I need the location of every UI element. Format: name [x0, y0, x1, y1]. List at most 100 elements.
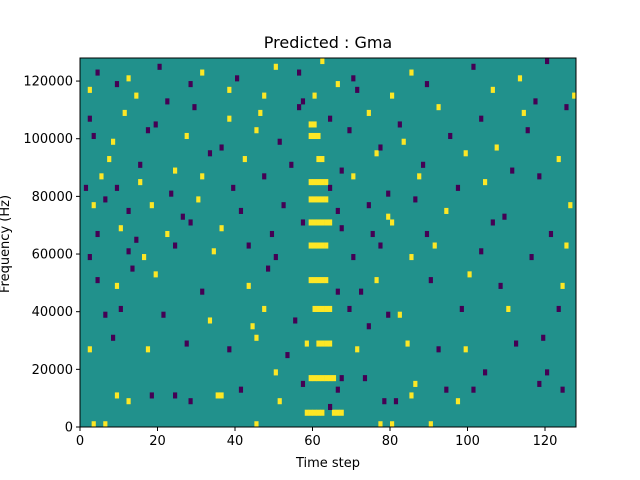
heatmap-cell	[324, 196, 329, 203]
heatmap-cell	[545, 58, 550, 65]
heatmap-cell	[126, 398, 131, 405]
heatmap-cell	[320, 156, 325, 163]
heatmap-cell	[316, 132, 321, 140]
heatmap-cell	[312, 242, 317, 249]
heatmap-cell	[417, 173, 422, 180]
heatmap-cell	[165, 98, 170, 105]
heatmap-cell	[308, 375, 313, 382]
heatmap-cell	[114, 282, 120, 289]
y-tick-label: 0	[65, 421, 73, 436]
heatmap-cell	[436, 346, 441, 353]
heatmap-cell	[246, 242, 251, 249]
heatmap-cell	[138, 179, 143, 186]
heatmap-cell	[463, 150, 468, 157]
heatmap-cell	[297, 69, 302, 76]
heatmap-cell	[196, 196, 201, 203]
heatmap-cell	[390, 219, 395, 226]
heatmap-cell	[95, 230, 100, 238]
heatmap-cell	[316, 156, 321, 163]
heatmap-cell	[273, 254, 278, 261]
heatmap-cell	[459, 305, 464, 312]
heatmap-cell	[95, 277, 100, 284]
heatmap-cell	[111, 138, 116, 145]
heatmap-cell	[467, 271, 472, 278]
heatmap-cell	[134, 92, 139, 99]
x-axis-label: Time step	[295, 456, 360, 471]
heatmap-cell	[308, 219, 313, 226]
heatmap-cell	[192, 104, 197, 111]
heatmap-cell	[328, 219, 333, 226]
heatmap-cell	[351, 75, 356, 82]
heatmap-cell	[316, 375, 321, 382]
heatmap-cell	[188, 398, 193, 405]
heatmap-cell	[308, 196, 313, 203]
heatmap-cell	[529, 254, 534, 261]
heatmap-cell	[246, 282, 251, 289]
heatmap-cells	[83, 58, 577, 428]
heatmap-cell	[556, 156, 561, 163]
heatmap-cell	[126, 248, 131, 255]
heatmap-cell	[138, 161, 143, 168]
heatmap-cell	[262, 305, 267, 312]
heatmap-cell	[273, 369, 278, 376]
heatmap-cell	[91, 421, 96, 428]
y-tick-label: 40000	[32, 305, 73, 320]
heatmap-cell	[126, 75, 131, 82]
heatmap-cell	[347, 127, 352, 134]
heatmap-cell	[87, 254, 92, 261]
heatmap-cell	[134, 236, 139, 243]
heatmap-cell	[366, 202, 371, 209]
heatmap-cell	[153, 271, 158, 278]
heatmap-cell	[517, 75, 523, 82]
heatmap-cell	[471, 386, 476, 393]
heatmap-cell	[188, 219, 193, 226]
heatmap-cell	[308, 132, 313, 140]
heatmap-cell	[149, 392, 154, 399]
heatmap-cell	[393, 398, 399, 405]
heatmap-cell	[277, 398, 282, 405]
heatmap-cell	[339, 167, 344, 174]
heatmap-cell	[324, 242, 329, 249]
heatmap-cell	[494, 144, 499, 151]
heatmap-cell	[87, 86, 92, 93]
heatmap-cell	[471, 63, 476, 70]
heatmap-cell	[207, 150, 213, 157]
heatmap-cell	[335, 288, 340, 295]
heatmap-cell	[514, 340, 519, 347]
heatmap-cell	[312, 375, 317, 382]
heatmap-cell	[281, 202, 286, 209]
heatmap-cell	[362, 375, 368, 382]
heatmap-cell	[316, 340, 321, 347]
heatmap-cell	[122, 109, 127, 116]
x-tick-label: 80	[382, 434, 399, 449]
heatmap-cell	[277, 138, 282, 145]
y-tick-label: 60000	[32, 248, 73, 263]
heatmap-cell	[308, 277, 313, 284]
heatmap-cell	[324, 179, 329, 186]
heatmap-cell	[114, 81, 120, 88]
heatmap-cell	[328, 305, 333, 312]
heatmap-cell	[320, 375, 325, 382]
heatmap-cell	[297, 104, 302, 111]
heatmap-cell	[83, 184, 89, 191]
heatmap-cell	[254, 421, 259, 428]
heatmap-cell	[320, 179, 325, 186]
heatmap-cell	[188, 81, 193, 88]
heatmap-cell	[498, 282, 503, 289]
heatmap-cell	[359, 288, 364, 295]
heatmap-cell	[285, 352, 290, 359]
heatmap-cell	[173, 167, 178, 174]
heatmap-cell	[335, 81, 340, 88]
heatmap-cell	[219, 392, 224, 399]
heatmap-cell	[153, 121, 158, 128]
heatmap-cell	[366, 323, 371, 330]
x-tick-label: 20	[149, 434, 166, 449]
heatmap-cell	[448, 132, 453, 140]
heatmap-cell	[219, 144, 224, 151]
heatmap-cell	[374, 277, 379, 284]
heatmap-cell	[502, 213, 507, 220]
heatmap-cell	[227, 115, 232, 122]
heatmap-cell	[409, 392, 414, 399]
heatmap-cell	[266, 265, 271, 272]
